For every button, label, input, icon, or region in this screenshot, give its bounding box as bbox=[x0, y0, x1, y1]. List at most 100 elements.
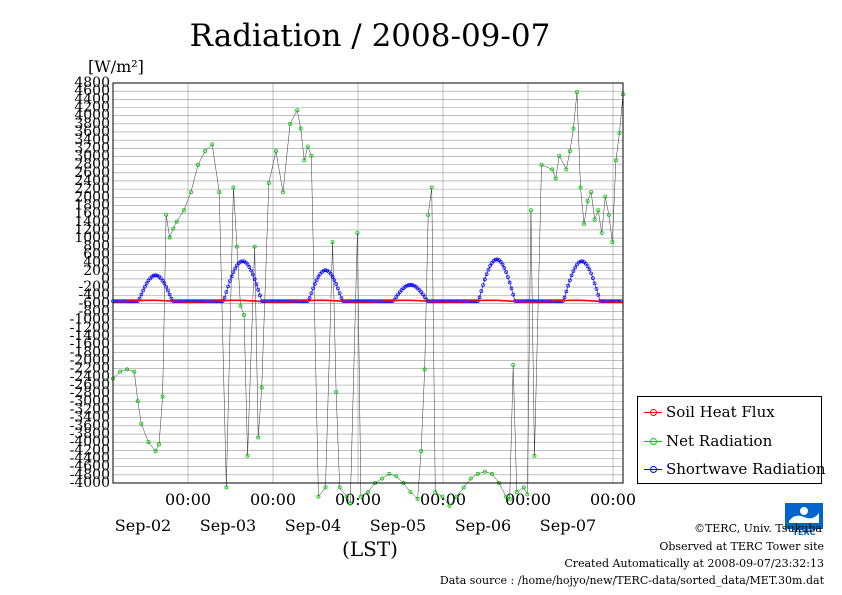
shortwave-radiation-point bbox=[224, 290, 229, 294]
shortwave-radiation-point bbox=[139, 292, 144, 297]
net-radiation-point bbox=[550, 167, 555, 172]
legend-item-net-radiation: Net Radiation bbox=[644, 432, 772, 450]
net-radiation-point bbox=[330, 240, 335, 245]
y-tick-label: 0 bbox=[101, 271, 110, 287]
shortwave-radiation-point bbox=[314, 278, 319, 282]
plot-series bbox=[111, 90, 626, 508]
y-tick-label: 2800 bbox=[74, 157, 110, 173]
net-radiation-point bbox=[567, 149, 572, 154]
net-radiation-point bbox=[125, 367, 130, 372]
y-tick-label: -1800 bbox=[70, 344, 110, 360]
shortwave-radiation-point bbox=[562, 295, 567, 300]
net-radiation-point bbox=[167, 235, 172, 240]
net-radiation-point bbox=[171, 226, 176, 231]
net-radiation-point bbox=[280, 190, 285, 195]
x-tick-labels: 00:00 Sep-02 00:00 Sep-03 00:00 Sep-04 00:00 Se… bbox=[115, 490, 636, 535]
net-radiation-point bbox=[507, 496, 512, 501]
plot-frame bbox=[112, 82, 624, 484]
y-tick-label: 4200 bbox=[74, 99, 110, 115]
net-radiation-point bbox=[525, 492, 530, 497]
shortwave-radiation-point bbox=[251, 272, 255, 277]
y-tick-label: -4400 bbox=[70, 451, 110, 467]
y-tick-label: -4200 bbox=[70, 442, 110, 458]
shortwave-radiation-point bbox=[568, 278, 572, 283]
net-radiation-point bbox=[557, 153, 562, 158]
y-tick-label: 1800 bbox=[74, 197, 110, 213]
legend-label-net: Net Radiation bbox=[666, 432, 773, 450]
y-tick-label: -4000 bbox=[70, 475, 110, 491]
net-radiation-point bbox=[468, 476, 473, 481]
shortwave-radiation-point bbox=[405, 283, 409, 288]
shortwave-radiation-point bbox=[245, 262, 250, 267]
soil-heat-flux-line bbox=[112, 299, 624, 303]
shortwave-radiation-point bbox=[422, 295, 427, 299]
legend-item-soil-heat-flux: Soil Heat Flux bbox=[644, 403, 775, 421]
shortwave-radiation-point bbox=[167, 292, 172, 297]
shortwave-radiation-point bbox=[141, 288, 145, 293]
shortwave-radiation-point bbox=[571, 269, 576, 273]
net-radiation-point bbox=[348, 501, 353, 506]
net-radiation-point bbox=[433, 490, 438, 495]
shortwave-radiation-point bbox=[509, 286, 514, 291]
shortwave-radiation-point bbox=[247, 265, 252, 269]
y-tick-label: -3200 bbox=[70, 402, 110, 418]
shortwave-radiation-point bbox=[490, 261, 494, 265]
shortwave-radiation-point bbox=[506, 275, 510, 279]
legend-item-shortwave-radiation: Shortwave Radiation bbox=[644, 460, 826, 478]
shortwave-radiation-point bbox=[596, 293, 601, 297]
y-tick-label: -3600 bbox=[70, 418, 110, 434]
net-radiation-point bbox=[344, 494, 349, 499]
y-tick-label: 600 bbox=[83, 246, 110, 262]
net-radiation-point bbox=[408, 490, 413, 495]
net-radiation-point bbox=[238, 303, 243, 308]
y-tick-label: -4800 bbox=[70, 467, 110, 483]
shortwave-radiation-line bbox=[113, 259, 622, 302]
x-tick-time: 00:00 bbox=[590, 490, 636, 509]
net-radiation-point bbox=[514, 490, 519, 495]
shortwave-radiation-point bbox=[144, 281, 149, 286]
y-tick-label: 2000 bbox=[74, 189, 110, 205]
net-radiation-point bbox=[309, 153, 314, 158]
net-radiation-point bbox=[358, 494, 363, 499]
net-radiation-point bbox=[139, 421, 144, 426]
y-tick-label: 2600 bbox=[74, 165, 110, 181]
shortwave-radiation-point bbox=[396, 292, 400, 297]
y-tick-label: 400 bbox=[83, 255, 110, 271]
net-radiation-point bbox=[422, 367, 427, 372]
net-radiation-point bbox=[298, 126, 303, 131]
y-tick-label: 3800 bbox=[74, 116, 110, 132]
net-radiation-point bbox=[181, 208, 186, 213]
shortwave-radiation-point bbox=[507, 280, 512, 285]
net-radiation-point bbox=[585, 199, 590, 204]
shortwave-radiation-point bbox=[231, 270, 236, 274]
shortwave-radiation-point bbox=[580, 259, 585, 264]
shortwave-radiation-point bbox=[394, 295, 399, 299]
shortwave-radiation-point bbox=[323, 268, 328, 273]
shortwave-radiation-point bbox=[408, 282, 413, 287]
y-tick-label: -200 bbox=[79, 279, 110, 295]
shortwave-radiation-point bbox=[316, 274, 321, 279]
shortwave-radiation-point bbox=[146, 278, 151, 283]
net-radiation-point bbox=[394, 474, 399, 479]
shortwave-radiation-point bbox=[330, 274, 335, 279]
y-tick-label: -2800 bbox=[70, 385, 110, 401]
y-tick-label: -2600 bbox=[70, 377, 110, 393]
shortwave-radiation-point bbox=[309, 291, 314, 296]
shortwave-radiation-point bbox=[143, 284, 147, 289]
shortwave-radiation-point bbox=[578, 259, 583, 264]
y-tick-label: -1600 bbox=[70, 336, 110, 352]
shortwave-radiation-point bbox=[594, 287, 599, 291]
y-tick-label: 4000 bbox=[74, 108, 110, 124]
y-tick-label: -3800 bbox=[70, 426, 110, 442]
footer-observed: Observed at TERC Tower site bbox=[659, 540, 824, 553]
shortwave-radiation-point bbox=[591, 276, 595, 280]
footer-created: Created Automatically at 2008-09-07/23:3… bbox=[564, 557, 824, 570]
net-radiation-point bbox=[564, 167, 569, 172]
net-radiation-point bbox=[447, 503, 452, 508]
net-radiation-point bbox=[571, 126, 576, 131]
net-radiation-point bbox=[387, 471, 392, 476]
net-radiation-point bbox=[380, 476, 385, 481]
footer-source: Data source : /home/hojyo/new/TERC-data/… bbox=[439, 574, 824, 587]
y-tick-label: -3000 bbox=[70, 393, 110, 409]
grid-lines bbox=[113, 82, 623, 484]
